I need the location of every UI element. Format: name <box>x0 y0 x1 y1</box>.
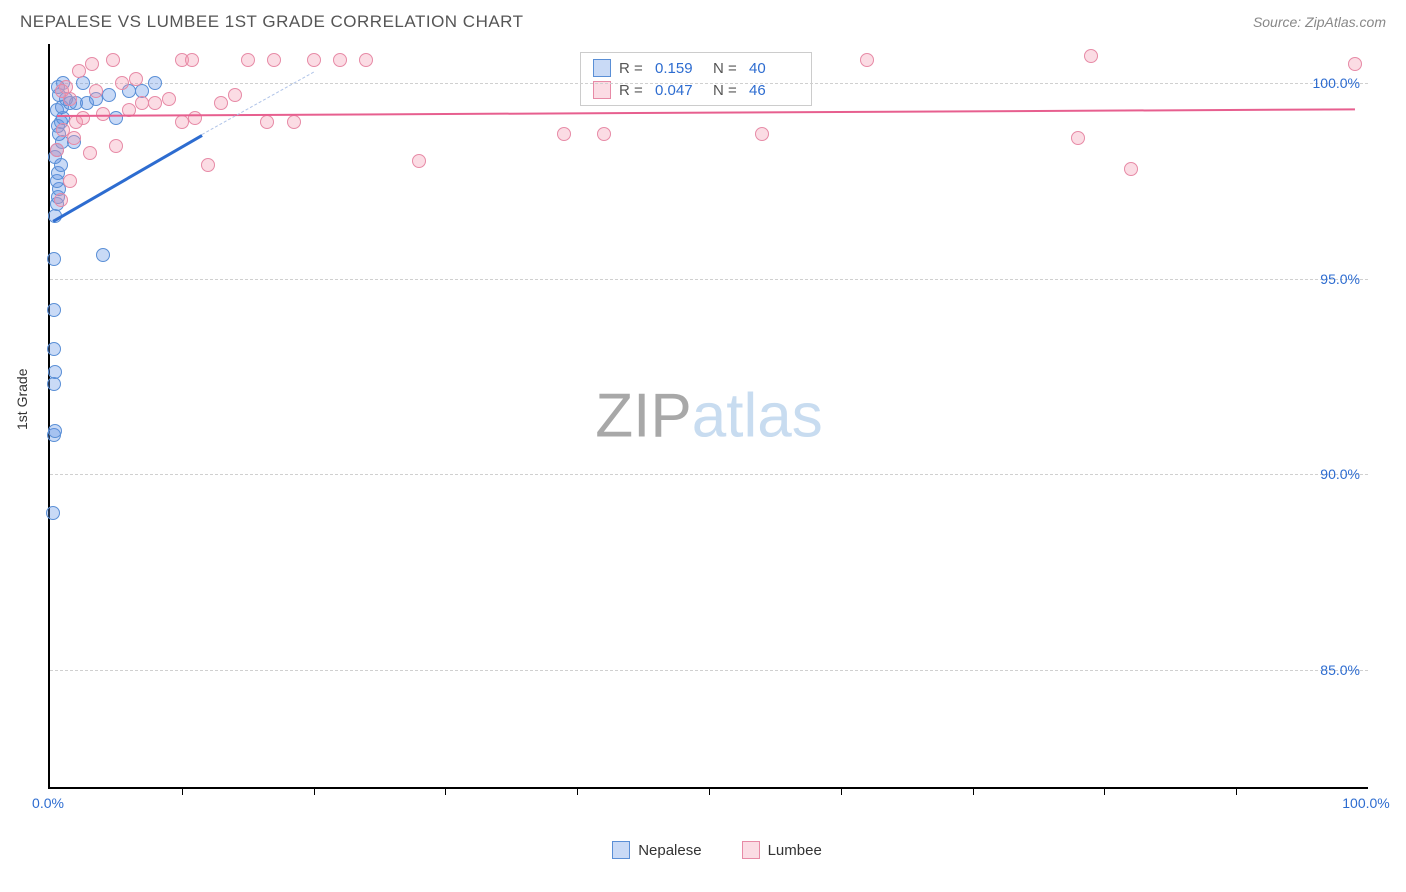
data-point <box>333 53 347 67</box>
data-point <box>755 127 769 141</box>
gridline <box>50 83 1368 84</box>
data-point <box>83 146 97 160</box>
data-point <box>109 139 123 153</box>
data-point <box>47 252 61 266</box>
data-point <box>109 111 123 125</box>
stats-box: R =0.159N =40R =0.047N =46 <box>580 52 812 106</box>
chart-title: NEPALESE VS LUMBEE 1ST GRADE CORRELATION… <box>20 12 524 32</box>
watermark: ZIPatlas <box>595 380 822 451</box>
data-point <box>412 154 426 168</box>
legend: Nepalese Lumbee <box>48 841 1386 859</box>
data-point <box>185 53 199 67</box>
data-point <box>267 53 281 67</box>
data-point <box>47 303 61 317</box>
data-point <box>67 131 81 145</box>
legend-swatch <box>742 841 760 859</box>
xtick <box>973 787 974 795</box>
data-point <box>260 115 274 129</box>
data-point <box>129 72 143 86</box>
xtick <box>577 787 578 795</box>
data-point <box>359 53 373 67</box>
data-point <box>48 365 62 379</box>
ytick-label: 90.0% <box>1320 466 1360 482</box>
data-point <box>241 53 255 67</box>
data-point <box>54 193 68 207</box>
data-point <box>135 96 149 110</box>
data-point <box>1348 57 1362 71</box>
y-axis-label: 1st Grade <box>14 369 30 430</box>
xtick <box>445 787 446 795</box>
legend-swatch <box>612 841 630 859</box>
xtick-label: 100.0% <box>1342 795 1389 811</box>
data-point <box>557 127 571 141</box>
data-point <box>48 424 62 438</box>
ytick-label: 95.0% <box>1320 271 1360 287</box>
data-point <box>1124 162 1138 176</box>
xtick-label: 0.0% <box>32 795 64 811</box>
xtick <box>314 787 315 795</box>
data-point <box>47 342 61 356</box>
data-point <box>89 84 103 98</box>
data-point <box>228 88 242 102</box>
data-point <box>76 111 90 125</box>
plot-area: ZIPatlas R =0.159N =40R =0.047N =46 85.0… <box>48 44 1368 789</box>
xtick <box>1104 787 1105 795</box>
data-point <box>214 96 228 110</box>
data-point <box>96 248 110 262</box>
data-point <box>148 96 162 110</box>
gridline <box>50 474 1368 475</box>
data-point <box>72 64 86 78</box>
legend-swatch <box>593 59 611 77</box>
data-point <box>597 127 611 141</box>
legend-label: Lumbee <box>768 842 822 859</box>
gridline <box>50 670 1368 671</box>
data-point <box>115 76 129 90</box>
xtick <box>841 787 842 795</box>
data-point <box>287 115 301 129</box>
data-point <box>307 53 321 67</box>
source-label: Source: ZipAtlas.com <box>1253 14 1386 30</box>
legend-item: Nepalese <box>612 841 701 859</box>
data-point <box>46 506 60 520</box>
xtick <box>182 787 183 795</box>
trend-line <box>57 109 1355 118</box>
data-point <box>102 88 116 102</box>
xtick <box>709 787 710 795</box>
data-point <box>63 174 77 188</box>
legend-item: Lumbee <box>742 841 822 859</box>
xtick <box>1236 787 1237 795</box>
ytick-label: 85.0% <box>1320 662 1360 678</box>
data-point <box>860 53 874 67</box>
data-point <box>106 53 120 67</box>
data-point <box>1084 49 1098 63</box>
data-point <box>1071 131 1085 145</box>
data-point <box>175 115 189 129</box>
data-point <box>55 84 69 98</box>
legend-label: Nepalese <box>638 842 701 859</box>
ytick-label: 100.0% <box>1313 75 1360 91</box>
gridline <box>50 279 1368 280</box>
data-point <box>201 158 215 172</box>
data-point <box>50 143 64 157</box>
data-point <box>162 92 176 106</box>
x-axis: 0.0%100.0% <box>48 795 1386 817</box>
data-point <box>85 57 99 71</box>
data-point <box>148 76 162 90</box>
stats-row: R =0.159N =40 <box>581 57 811 79</box>
